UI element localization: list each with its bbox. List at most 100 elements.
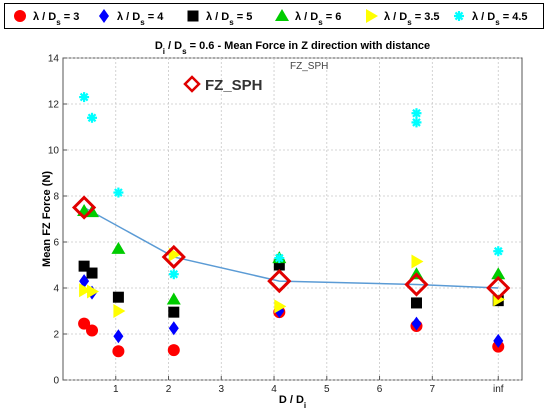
data-point-diamond xyxy=(113,329,124,344)
x-tick-label: 6 xyxy=(377,384,383,395)
data-point-circle xyxy=(112,345,125,358)
fz-sph-line xyxy=(83,206,499,289)
y-tick-label: 0 xyxy=(53,376,59,387)
data-point-triangle-right-shape xyxy=(168,247,181,262)
data-point-square-shape xyxy=(168,306,180,318)
data-point-triangle-up xyxy=(491,267,506,280)
legend-label: λ / Ds = 4.5 xyxy=(472,11,528,27)
legend-marker-circle xyxy=(14,10,26,22)
data-point-circle-shape xyxy=(112,345,125,358)
data-point-asterisk xyxy=(79,92,90,103)
legend-marker-triangle-right-shape xyxy=(366,9,378,23)
data-point-triangle-up xyxy=(111,241,126,254)
data-point-square-shape xyxy=(78,260,90,272)
data-point-triangle-up xyxy=(166,292,181,305)
data-point-asterisk-stroke xyxy=(493,246,503,256)
data-point-diamond-shape xyxy=(411,316,422,331)
plot-area xyxy=(62,57,523,381)
data-point-square xyxy=(168,306,180,318)
legend-marker-triangle-right xyxy=(366,9,378,23)
annotation-marker-icon xyxy=(183,75,201,93)
data-point-asterisk xyxy=(168,269,179,280)
data-point-triangle-right xyxy=(411,254,424,269)
chart-title: Di / Ds = 0.6 - Mean Force in Z directio… xyxy=(155,40,430,56)
data-point-triangle-right xyxy=(113,304,126,318)
y-tick-label: 10 xyxy=(48,146,60,157)
legend-marker-diamond-shape xyxy=(99,9,109,23)
x-tick-label: 3 xyxy=(218,384,224,395)
x-axis-label: D / Di xyxy=(279,394,306,410)
data-point-triangle-right-shape xyxy=(274,299,287,314)
data-point-triangle-right xyxy=(168,247,181,262)
x-tick-label: 4 xyxy=(271,384,277,395)
data-point-triangle-up-shape xyxy=(166,292,181,305)
data-point-triangle-right-shape xyxy=(411,254,424,269)
data-point-square-shape xyxy=(86,267,98,279)
y-axis-label: Mean FZ Force (N) xyxy=(41,171,53,267)
data-point-square-shape xyxy=(410,297,422,309)
data-point-asterisk xyxy=(87,112,98,123)
fz-sph-point xyxy=(267,268,292,294)
legend-marker-square-shape xyxy=(187,10,199,22)
x-tick-label: inf xyxy=(493,384,504,395)
legend-marker-triangle-up xyxy=(275,9,289,21)
data-point-circle xyxy=(86,324,99,337)
legend-marker-asterisk-stroke xyxy=(454,11,464,21)
legend-marker-asterisk xyxy=(454,11,464,21)
legend-label: λ / Ds = 3 xyxy=(33,11,79,27)
y-tick-label: 14 xyxy=(48,54,60,65)
data-point-square-shape xyxy=(273,259,285,271)
legend-label: λ / Ds = 6 xyxy=(295,11,341,27)
data-point-diamond xyxy=(493,333,504,348)
legend-label: λ / Ds = 4 xyxy=(117,11,164,27)
data-point-square xyxy=(410,297,422,309)
legend-marker-triangle-up-shape xyxy=(275,9,289,21)
y-tick-label: 4 xyxy=(53,284,59,295)
data-point-diamond-shape xyxy=(168,321,179,336)
data-point-triangle-up-shape xyxy=(111,241,126,254)
legend-marker-circle-shape xyxy=(14,10,26,22)
data-point-square-shape xyxy=(112,291,124,303)
legend-label: λ / Ds = 5 xyxy=(206,11,252,27)
data-point-diamond-shape xyxy=(493,333,504,348)
y-tick-label: 12 xyxy=(48,100,60,111)
data-point-asterisk xyxy=(493,246,504,257)
data-point-asterisk-stroke xyxy=(87,113,97,123)
data-point-asterisk-stroke xyxy=(79,92,89,102)
fz-sph-point xyxy=(486,275,511,301)
data-point-circle-shape xyxy=(167,344,180,357)
data-point-triangle-up-shape xyxy=(491,267,506,280)
data-point-square xyxy=(273,259,285,271)
x-tick-label: 2 xyxy=(166,384,172,395)
data-point-diamond xyxy=(168,321,179,336)
data-point-circle-shape xyxy=(78,317,91,330)
data-point-triangle-right xyxy=(87,284,100,299)
data-point-circle xyxy=(167,344,180,357)
data-point-square xyxy=(78,260,90,272)
fz-sph-point xyxy=(161,244,186,270)
data-point-square xyxy=(86,267,98,279)
data-point-asterisk xyxy=(274,253,285,264)
data-point-triangle-right xyxy=(274,299,287,314)
annotation-fz-sph-large: FZ_SPH xyxy=(205,77,263,94)
y-tick-label: 6 xyxy=(53,238,59,249)
data-point-triangle-right-shape xyxy=(79,283,92,298)
data-point-triangle-right-shape xyxy=(87,284,100,299)
data-point-asterisk-stroke xyxy=(169,269,179,279)
x-tick-label: 7 xyxy=(430,384,436,395)
data-point-asterisk xyxy=(411,117,422,128)
x-tick-label: 1 xyxy=(113,384,119,395)
data-point-asterisk-stroke xyxy=(114,188,123,197)
data-point-asterisk-stroke xyxy=(274,253,284,263)
legend-label: λ / Ds = 3.5 xyxy=(384,11,440,27)
data-point-triangle-right xyxy=(79,283,92,298)
data-point-asterisk xyxy=(411,108,422,119)
data-point-diamond-shape xyxy=(113,329,124,344)
legend-marker-diamond xyxy=(99,9,109,23)
fz-sph-point xyxy=(404,272,429,297)
data-point-asterisk xyxy=(113,187,124,198)
data-point-asterisk-stroke xyxy=(412,118,421,127)
y-tick-label: 2 xyxy=(53,330,59,341)
y-tick-label: 8 xyxy=(53,192,59,203)
